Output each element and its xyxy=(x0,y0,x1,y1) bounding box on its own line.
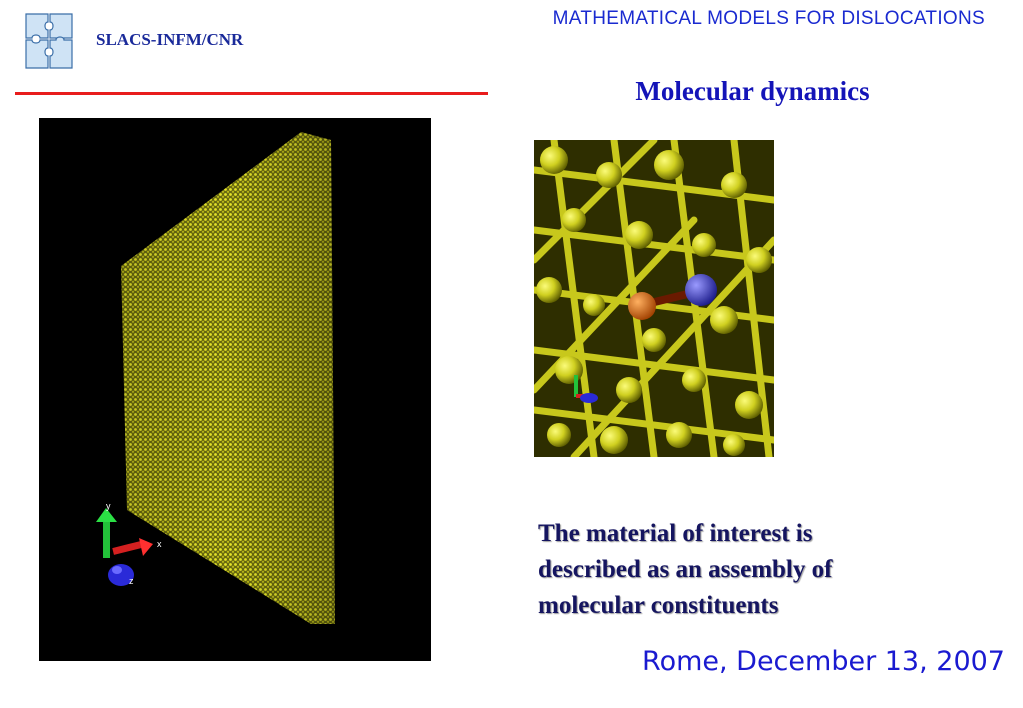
simulation-overview-image: y x z xyxy=(39,118,431,661)
slide-title: Molecular dynamics xyxy=(635,76,870,106)
footer-date: Rome, December 13, 2007 xyxy=(642,646,1005,677)
caption-line: described as an assembly of xyxy=(538,556,833,583)
caption-line: molecular constituents xyxy=(538,592,779,619)
atom-balls xyxy=(536,146,772,456)
caption-line: The material of interest is xyxy=(538,520,813,547)
slide-caption: The material of interest is described as… xyxy=(538,516,938,624)
blue-atom xyxy=(685,274,717,306)
organization-name: SLACS-INFM/CNR xyxy=(96,30,244,49)
header-divider xyxy=(15,92,488,95)
axis-label-y: y xyxy=(106,501,111,511)
course-title: MATHEMATICAL MODELS FOR DISLOCATIONS xyxy=(552,8,985,29)
axis-triad: y x z xyxy=(96,501,162,586)
small-axis-triad xyxy=(574,375,598,403)
axis-label-x: x xyxy=(157,539,162,549)
puzzle-logo-icon xyxy=(18,8,78,74)
axis-label-z: z xyxy=(129,576,134,586)
orange-atom xyxy=(628,292,656,320)
molecular-closeup-image xyxy=(534,140,774,457)
